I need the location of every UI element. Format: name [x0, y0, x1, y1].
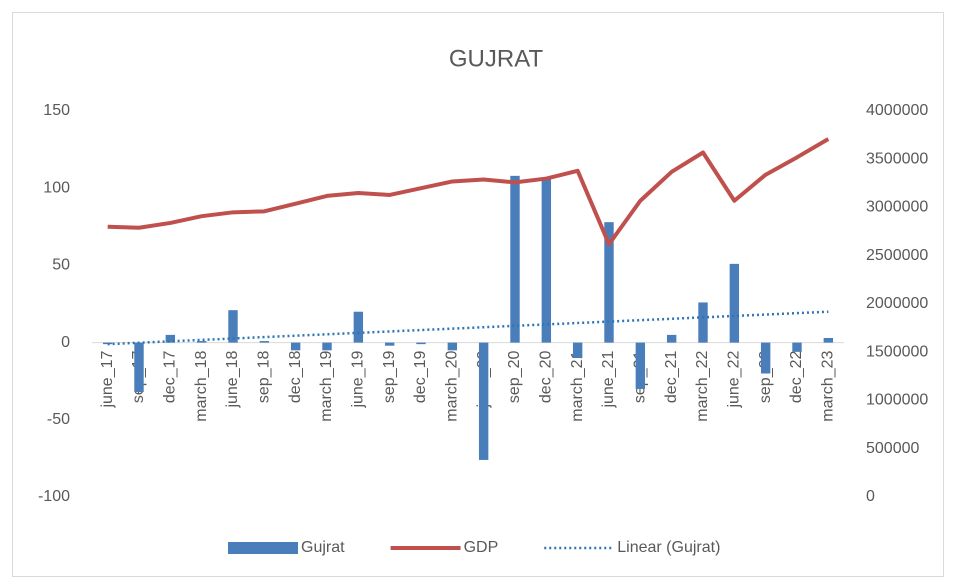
- x-tick-label: june_18: [224, 351, 241, 409]
- bar: [541, 178, 552, 343]
- bar: [228, 310, 238, 343]
- bar: [447, 342, 458, 351]
- legend-label: Gujrat: [301, 539, 345, 556]
- legend-label: GDP: [464, 539, 499, 556]
- y2-tick-label: 3500000: [866, 150, 928, 167]
- chart-title: GUJRAT: [449, 45, 544, 72]
- x-tick-label: dec_18: [287, 351, 304, 404]
- y2-tick-label: 1500000: [866, 343, 928, 360]
- x-tick-label: dec_21: [663, 351, 680, 404]
- x-tick-label: june_21: [600, 351, 617, 409]
- bar: [635, 342, 646, 389]
- trend-line: [107, 310, 829, 346]
- x-tick-label: dec_22: [788, 351, 805, 404]
- bar: [510, 175, 520, 343]
- y-tick-label: -50: [47, 411, 70, 428]
- x-tick-label: march_22: [694, 351, 711, 422]
- x-tick-label: june_19: [350, 351, 367, 409]
- y-tick-label: 150: [43, 102, 70, 119]
- x-tick-label: sep_18: [256, 351, 273, 404]
- legend-label: Linear (Gujrat): [617, 539, 720, 556]
- bar: [823, 337, 834, 343]
- bar: [729, 263, 740, 343]
- bar: [259, 341, 270, 343]
- bar: [698, 302, 708, 343]
- bar: [384, 342, 395, 346]
- y2-tick-label: 2500000: [866, 247, 928, 264]
- chart-border: [12, 12, 944, 577]
- y2-tick-label: 4000000: [866, 102, 928, 119]
- line: [107, 137, 830, 247]
- y2-tick-label: 1000000: [866, 392, 928, 409]
- legend-swatch: [228, 542, 298, 554]
- bar: [416, 342, 426, 345]
- y2-tick-label: 0: [866, 488, 875, 505]
- y-tick-label: -100: [38, 488, 70, 505]
- bar: [666, 334, 677, 343]
- x-tick-label: june_17: [99, 351, 116, 409]
- bar: [792, 342, 802, 352]
- y2-tick-label: 2000000: [866, 295, 928, 312]
- bar: [196, 341, 207, 343]
- x-tick-label: sep_20: [506, 351, 523, 404]
- x-tick-label: dec_17: [162, 351, 179, 404]
- x-tick-label: march_23: [820, 351, 837, 422]
- x-tick-label: march_18: [193, 351, 210, 422]
- y-tick-label: 0: [61, 334, 70, 351]
- bar: [165, 334, 176, 343]
- y-tick-label: 100: [43, 179, 70, 196]
- bar: [134, 342, 144, 393]
- x-tick-label: march_19: [318, 351, 335, 422]
- bar: [353, 311, 364, 343]
- x-tick-label: dec_20: [538, 351, 555, 404]
- y-tick-label: 50: [52, 257, 70, 274]
- y2-tick-label: 500000: [866, 440, 919, 457]
- x-tick-label: march_20: [444, 351, 461, 422]
- bar: [760, 342, 771, 374]
- bar: [290, 342, 301, 351]
- bar: [604, 222, 614, 343]
- bar: [572, 342, 583, 359]
- y2-tick-label: 3000000: [866, 199, 928, 216]
- x-tick-label: dec_19: [412, 351, 429, 404]
- bar: [322, 342, 332, 351]
- x-tick-label: march_21: [569, 351, 586, 422]
- x-tick-label: june_22: [726, 351, 743, 409]
- x-tick-label: sep_19: [381, 351, 398, 404]
- bar: [478, 342, 489, 460]
